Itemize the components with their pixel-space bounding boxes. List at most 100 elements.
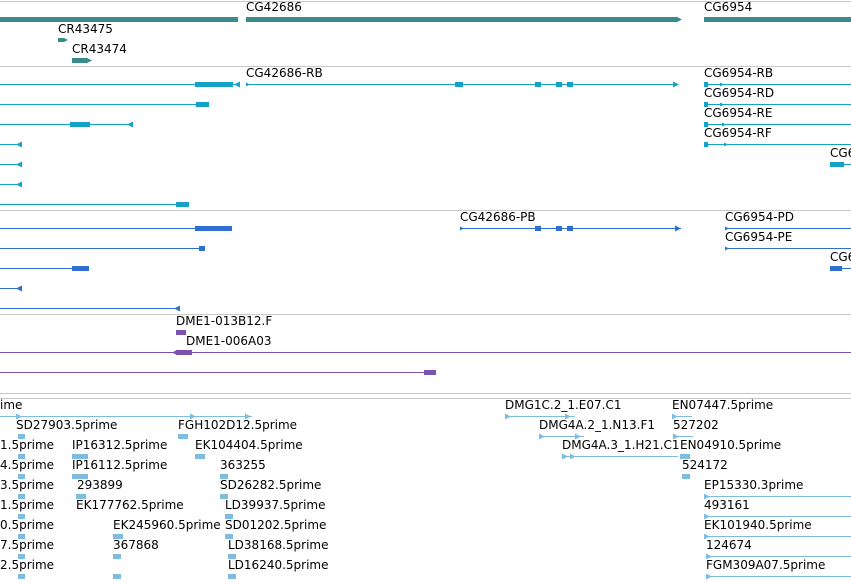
exon-block: [18, 554, 25, 559]
est-label[interactable]: 4.5prime: [0, 458, 55, 472]
transcript-label[interactable]: CG6954-RE: [704, 106, 773, 120]
strand-arrow-left: [16, 161, 22, 168]
est-label[interactable]: 493161: [704, 498, 750, 512]
transcript-label[interactable]: CG6954-RD: [704, 86, 775, 100]
strand-arrow-right: [725, 246, 729, 251]
exon-block: [196, 102, 209, 107]
est-label[interactable]: 527202: [673, 418, 719, 432]
strand-arrow-right: [539, 433, 545, 440]
est-label[interactable]: 7.5prime: [0, 538, 55, 552]
protein-label[interactable]: CG6: [830, 250, 851, 264]
est-label[interactable]: 1.5prime: [0, 438, 55, 452]
est-label[interactable]: FGM309A07.5prime: [706, 558, 826, 572]
strand-arrow-right: [460, 226, 464, 231]
transcript-label[interactable]: CG42686-RB: [246, 66, 323, 80]
exon-block: [18, 474, 25, 479]
strand-arrow-right: [725, 226, 729, 231]
est-label[interactable]: 363255: [220, 458, 266, 472]
est-label[interactable]: ime: [0, 398, 23, 412]
est-label[interactable]: DMG4A.3_1.H21.C1: [562, 438, 680, 452]
exon-block: [830, 266, 842, 271]
strand-arrow-right: [245, 413, 251, 420]
est-label[interactable]: LD16240.5prime: [228, 558, 329, 572]
est-label[interactable]: 0.5prime: [0, 518, 55, 532]
est-label[interactable]: SD27903.5prime: [16, 418, 118, 432]
exon-block: [195, 454, 205, 459]
protein-label[interactable]: CG6954-PE: [725, 230, 793, 244]
gene-bar: [704, 17, 851, 22]
exon-block: [72, 266, 89, 271]
est-label[interactable]: 124674: [706, 538, 752, 552]
exon-block: [567, 82, 573, 87]
est-label[interactable]: EN07447.5prime: [672, 398, 774, 412]
exon-block: [72, 454, 88, 459]
strand-arrow-left: [16, 141, 22, 148]
est-label[interactable]: LD39937.5prime: [225, 498, 326, 512]
est-label[interactable]: SD26282.5prime: [220, 478, 322, 492]
gene-bar: [0, 17, 238, 22]
gene-label-cg42686[interactable]: CG42686: [246, 0, 302, 14]
est-label[interactable]: EK101940.5prime: [704, 518, 812, 532]
strand-arrow-right: [706, 553, 712, 560]
exon-block: [178, 434, 188, 439]
exon-block: [70, 122, 90, 127]
est-label[interactable]: 293899: [77, 478, 123, 492]
gene-label-cr43474[interactable]: CR43474: [72, 42, 127, 56]
est-label[interactable]: 367868: [113, 538, 159, 552]
est-label[interactable]: SD01202.5prime: [225, 518, 327, 532]
est-label[interactable]: EK177762.5prime: [76, 498, 184, 512]
exon-block: [195, 82, 233, 87]
est-label[interactable]: EK245960.5prime: [113, 518, 221, 532]
gene-label-cr43475[interactable]: CR43475: [58, 22, 113, 36]
est-label[interactable]: LD38168.5prime: [228, 538, 329, 552]
exon-block: [18, 454, 25, 459]
transcript-label[interactable]: CG6954-RB: [704, 66, 774, 80]
est-label[interactable]: 3.5prime: [0, 478, 55, 492]
exon-block: [455, 82, 463, 87]
est-label[interactable]: EP15330.3prime: [704, 478, 804, 492]
est-label[interactable]: DMG4A.2_1.N13.F1: [539, 418, 656, 432]
exon-block: [195, 226, 232, 231]
gene-label-cg6954[interactable]: CG6954: [704, 0, 753, 14]
strand-arrow-left: [234, 81, 240, 88]
clone-label[interactable]: DME1-006A03: [186, 334, 272, 348]
strand-arrow-left: [174, 305, 180, 312]
exon-block: [18, 434, 25, 439]
strand-arrow-left: [16, 181, 22, 188]
exon-block: [228, 554, 236, 559]
strand-arrow-right: [673, 433, 679, 440]
exon-block: [18, 574, 25, 579]
gene-bar: [58, 38, 64, 42]
exon-block: [113, 554, 121, 559]
protein-label[interactable]: CG42686-PB: [460, 210, 536, 224]
est-label[interactable]: IP16112.5prime: [72, 458, 168, 472]
transcript-label[interactable]: CG6: [830, 146, 851, 160]
est-label[interactable]: FGH102D12.5prime: [178, 418, 298, 432]
strand-arrow-right: [565, 413, 571, 420]
strand-arrow-right: [562, 453, 568, 460]
est-label[interactable]: 1.5prime: [0, 498, 55, 512]
exon-block: [225, 534, 233, 539]
gene-bar: [246, 17, 676, 22]
est-label[interactable]: EN04910.5prime: [680, 438, 782, 452]
strand-arrow-right: [722, 122, 726, 127]
clone-label[interactable]: DME1-013B12.F: [176, 314, 273, 328]
strand-arrow-right: [724, 142, 728, 147]
exon-block: [113, 574, 121, 579]
strand-arrow-right: [505, 413, 511, 420]
transcript-label[interactable]: CG6954-RF: [704, 126, 772, 140]
exon-block: [199, 246, 205, 251]
est-label[interactable]: EK104404.5prime: [195, 438, 303, 452]
exon-block: [704, 82, 708, 87]
est-label[interactable]: DMG1C.2_1.E07.C1: [505, 398, 622, 412]
exon-block: [72, 474, 88, 479]
est-label[interactable]: 524172: [682, 458, 728, 472]
exon-block: [704, 122, 708, 127]
est-label[interactable]: 2.5prime: [0, 558, 55, 572]
est-label[interactable]: IP16312.5prime: [72, 438, 168, 452]
exon-block: [176, 330, 186, 335]
strand-arrow-right: [704, 533, 710, 540]
protein-label[interactable]: CG6954-PD: [725, 210, 795, 224]
